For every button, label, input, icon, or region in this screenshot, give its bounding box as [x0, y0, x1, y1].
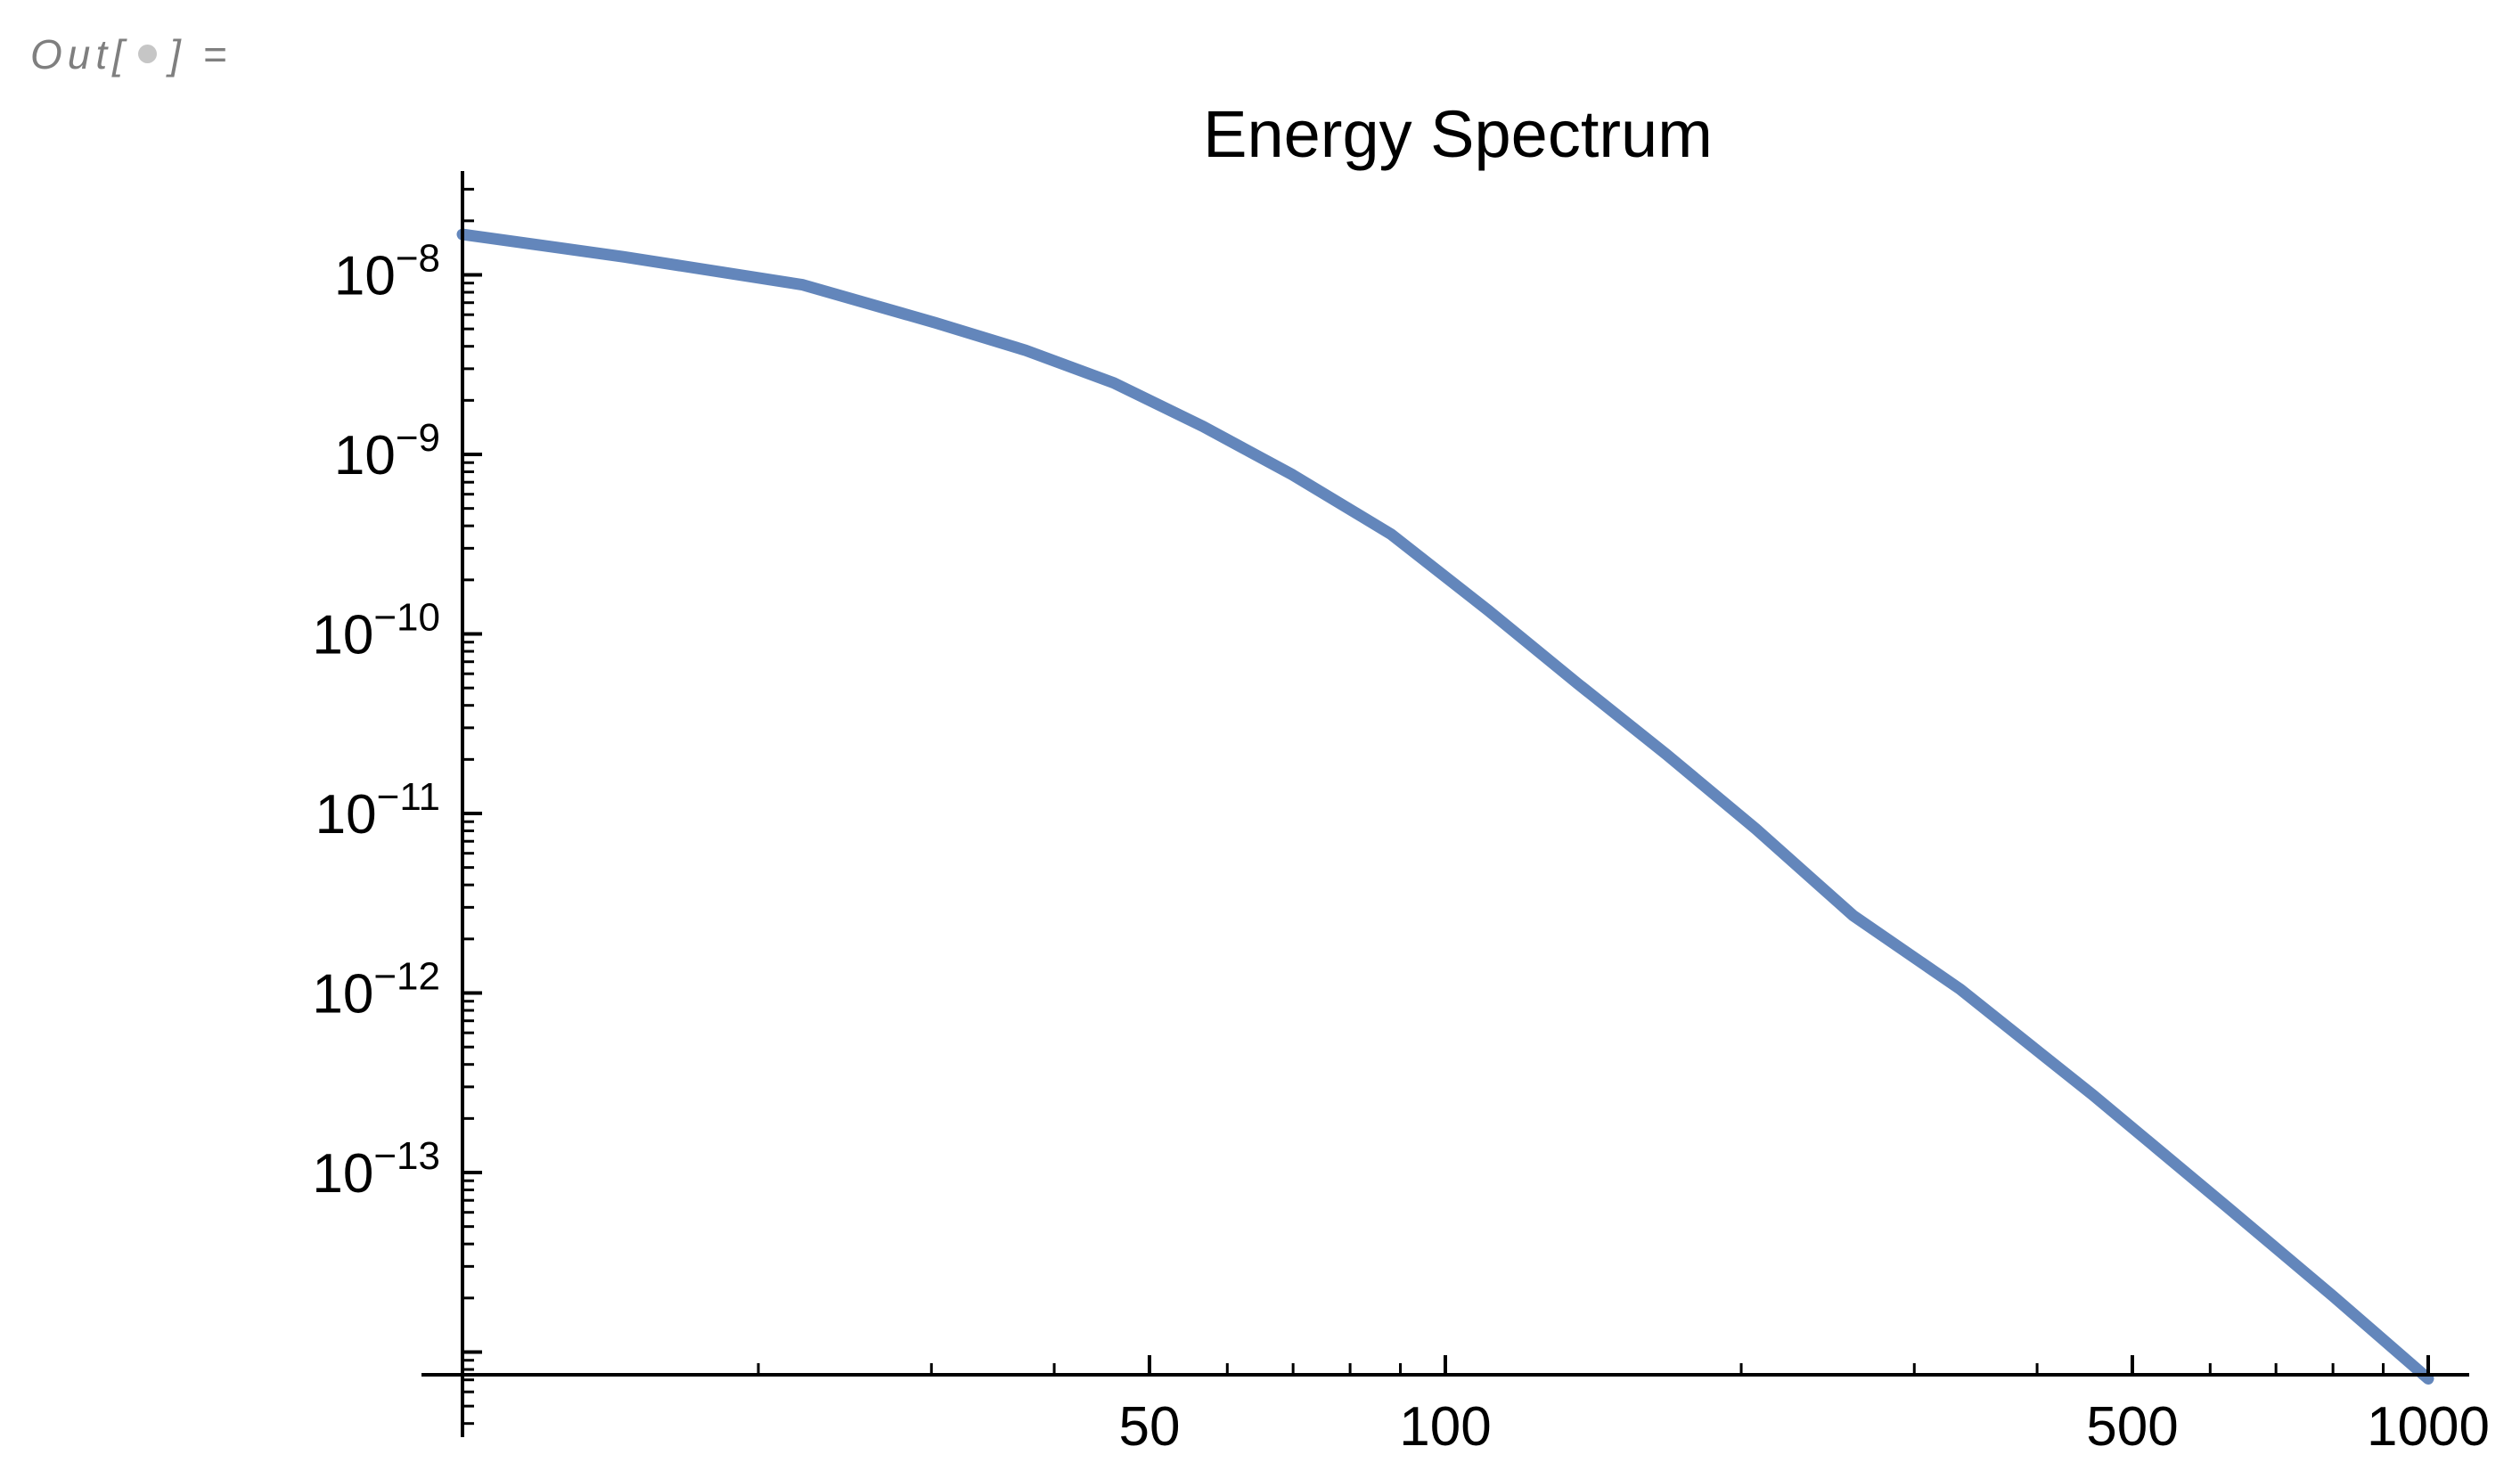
y-tick-label: 10−13	[312, 1134, 440, 1205]
x-tick-label: 1000	[2367, 1396, 2490, 1458]
y-axis-tick-labels: 10−8 10−9 10−10 10−11 10−12 10−13	[312, 237, 440, 1205]
y-axis-major-ticks	[462, 273, 482, 1354]
y-tick-label: 10−8	[334, 237, 440, 307]
out-label-close: ] =	[168, 31, 233, 78]
cell-bullet-icon	[137, 45, 157, 63]
x-axis-tick-labels: 50 100 500 1000	[1118, 1396, 2489, 1458]
y-tick-label: 10−10	[312, 596, 440, 666]
y-tick-label: 10−11	[315, 775, 440, 846]
y-tick-label: 10−9	[334, 416, 440, 486]
x-axis-minor-ticks	[757, 1363, 2385, 1375]
x-tick-label: 500	[2086, 1396, 2178, 1458]
y-tick-label: 10−12	[312, 955, 440, 1026]
y-axis-minor-ticks	[462, 187, 474, 1426]
x-axis-major-ticks	[1147, 1355, 2430, 1375]
x-tick-label: 100	[1399, 1396, 1491, 1458]
x-tick-label: 50	[1118, 1396, 1180, 1458]
out-cell-label: Out[ ] =	[30, 30, 232, 78]
chart-title: Energy Spectrum	[1203, 97, 1713, 171]
energy-spectrum-curve	[456, 228, 2434, 1385]
out-label-open: Out[	[30, 31, 129, 78]
